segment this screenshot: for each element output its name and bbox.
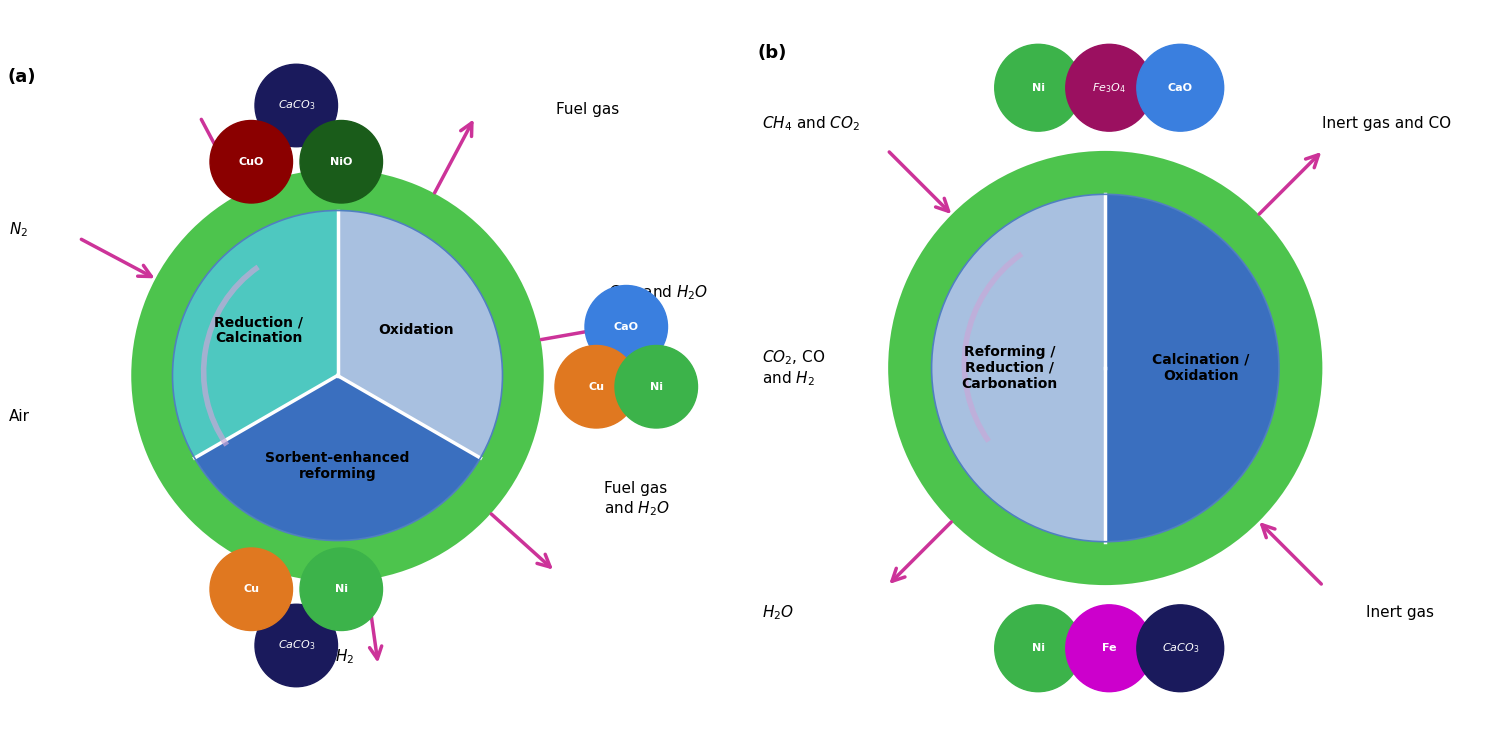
Text: $CaCO_3$: $CaCO_3$ <box>278 639 315 652</box>
Text: $CH_4$ and $CO_2$: $CH_4$ and $CO_2$ <box>762 114 859 132</box>
Circle shape <box>255 64 338 146</box>
Text: Fuel gas: Fuel gas <box>556 102 620 117</box>
Circle shape <box>994 44 1082 131</box>
Text: CaO: CaO <box>614 322 639 332</box>
Circle shape <box>615 345 698 428</box>
Text: $H_2$: $H_2$ <box>336 648 354 666</box>
Text: Cu: Cu <box>588 382 604 392</box>
Circle shape <box>255 604 338 687</box>
Text: $N_2$: $N_2$ <box>9 220 28 238</box>
Text: $CaCO_3$: $CaCO_3$ <box>1161 641 1198 655</box>
Text: Ni: Ni <box>650 382 663 392</box>
Circle shape <box>585 286 668 368</box>
Wedge shape <box>888 151 1323 585</box>
Wedge shape <box>932 194 1106 542</box>
Text: Reforming /
Reduction /
Carbonation: Reforming / Reduction / Carbonation <box>962 344 1058 392</box>
Text: CuO: CuO <box>238 157 264 167</box>
Text: $CaCO_3$: $CaCO_3$ <box>278 99 315 113</box>
Wedge shape <box>195 375 480 540</box>
Text: Sorbent-enhanced
reforming: Sorbent-enhanced reforming <box>266 451 410 481</box>
Wedge shape <box>172 210 338 458</box>
Text: NiO: NiO <box>330 157 352 167</box>
Text: Reduction /
Calcination: Reduction / Calcination <box>214 315 303 345</box>
Circle shape <box>1137 44 1224 131</box>
Text: $H_2O$: $H_2O$ <box>762 604 794 622</box>
Circle shape <box>1137 605 1224 692</box>
Circle shape <box>1066 605 1152 692</box>
Circle shape <box>555 345 638 428</box>
Text: $CO_2$, CO
and $H_2$: $CO_2$, CO and $H_2$ <box>762 348 825 388</box>
Text: Calcination /
Oxidation: Calcination / Oxidation <box>1152 353 1250 383</box>
Circle shape <box>210 121 292 203</box>
Text: Ni: Ni <box>1032 643 1044 654</box>
Circle shape <box>994 605 1082 692</box>
Text: Ni: Ni <box>334 584 348 594</box>
Text: Fe: Fe <box>1102 643 1116 654</box>
Wedge shape <box>132 169 543 581</box>
Text: $Fe_3O_4$: $Fe_3O_4$ <box>1092 81 1126 95</box>
Wedge shape <box>1106 194 1280 542</box>
Text: Inert gas: Inert gas <box>1366 605 1434 620</box>
Circle shape <box>300 121 382 203</box>
Text: Oxidation: Oxidation <box>378 323 454 337</box>
Text: Fuel gas
and $H_2O$: Fuel gas and $H_2O$ <box>603 481 669 517</box>
Text: $CO_2$ and $H_2O$: $CO_2$ and $H_2O$ <box>608 283 708 302</box>
Text: Cu: Cu <box>243 584 260 594</box>
Text: CaO: CaO <box>1168 82 1192 93</box>
Circle shape <box>1066 44 1152 131</box>
Text: (a): (a) <box>8 68 36 86</box>
Text: Ni: Ni <box>1032 82 1044 93</box>
Circle shape <box>210 548 292 631</box>
Circle shape <box>300 548 382 631</box>
Text: Inert gas and CO: Inert gas and CO <box>1323 116 1452 131</box>
Text: (b): (b) <box>758 44 788 63</box>
Text: Air: Air <box>9 409 30 424</box>
Wedge shape <box>338 210 502 458</box>
